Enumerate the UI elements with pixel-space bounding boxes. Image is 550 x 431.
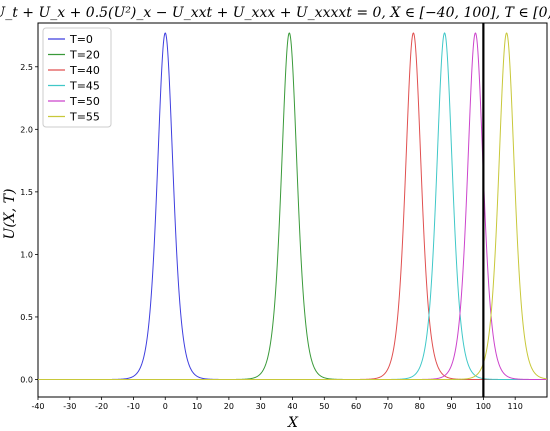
x-tick-label: 60 <box>351 402 361 411</box>
x-tick-label: 90 <box>446 402 456 411</box>
x-tick-label: 40 <box>287 402 297 411</box>
series-line-t-55 <box>38 32 547 380</box>
y-axis: 0.0 0.5 1.0 1.5 2.0 2.5 <box>20 63 38 384</box>
x-tick-label: 100 <box>476 402 491 411</box>
x-tick-label: 70 <box>383 402 393 411</box>
y-tick-label: 0.0 <box>20 375 33 384</box>
legend-entry: T=20 <box>69 49 100 62</box>
legend-entry: T=45 <box>69 80 100 93</box>
legend-entry: T=55 <box>69 111 100 124</box>
x-tick-label: 20 <box>224 402 234 411</box>
series-lines <box>38 32 547 380</box>
x-tick-label: 0 <box>163 402 168 411</box>
legend-entry: T=0 <box>69 33 93 46</box>
x-tick-label: 30 <box>256 402 266 411</box>
x-tick-label: -30 <box>63 402 76 411</box>
x-axis-label: X <box>287 415 299 431</box>
x-tick-label: 10 <box>192 402 202 411</box>
legend-entry: T=40 <box>69 64 100 77</box>
y-axis-label: U(X, T) <box>2 189 18 240</box>
series-line-t-50 <box>38 32 547 380</box>
y-tick-label: 1.0 <box>20 250 33 259</box>
x-tick-label: -10 <box>127 402 140 411</box>
y-tick-label: 1.5 <box>20 188 33 197</box>
legend-entry: T=50 <box>69 95 100 108</box>
x-tick-label: 50 <box>319 402 329 411</box>
x-tick-label: 110 <box>508 402 523 411</box>
x-tick-label: -20 <box>95 402 108 411</box>
x-tick-label: 80 <box>415 402 425 411</box>
x-tick-label: -40 <box>31 402 44 411</box>
chart-title: U_t + U_x + 0.5(U²)_x − U_xxt + U_xxx + … <box>0 5 550 21</box>
plot-area <box>37 22 548 398</box>
y-tick-label: 2.0 <box>20 125 33 134</box>
legend: T=0 T=20 T=40 T=45 T=50 T=55 <box>42 27 112 128</box>
legend-box <box>42 27 112 128</box>
y-tick-label: 2.5 <box>20 63 33 72</box>
x-axis: -40 -30 -20 -10 0 10 20 30 40 50 60 70 80 90 100 110 <box>31 397 523 411</box>
y-tick-label: 0.5 <box>20 313 33 322</box>
